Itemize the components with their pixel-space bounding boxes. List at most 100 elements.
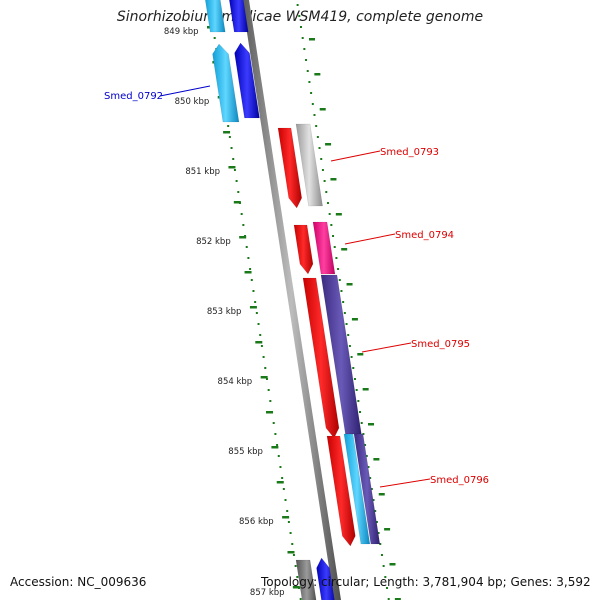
gene-feature-smed-0795-red: [302, 277, 340, 439]
tick-mark-left: [233, 201, 241, 204]
guide-dot-left: [252, 290, 255, 292]
guide-dot-left: [254, 301, 257, 303]
gene-label-smed-0793: Smed_0793: [380, 147, 439, 158]
guide-dot-left: [228, 136, 231, 138]
guide-dot-left: [289, 532, 292, 534]
tick-mark-right: [308, 38, 315, 41]
guide-dot-right: [355, 389, 358, 391]
guide-dot-left: [274, 433, 277, 435]
kbp-label: 851 kbp: [185, 167, 220, 177]
guide-dot-right: [311, 103, 314, 105]
guide-dot-right: [382, 565, 385, 567]
guide-dot-right: [335, 257, 338, 259]
tick-mark-left: [271, 446, 279, 449]
guide-dot-left: [259, 334, 262, 336]
guide-dot-right: [379, 543, 382, 545]
tick-mark-left: [255, 341, 263, 344]
guide-dot-right: [362, 433, 365, 435]
guide-dot-right: [333, 246, 336, 248]
guide-dot-right: [386, 587, 389, 589]
guide-dot-left: [242, 224, 245, 226]
guide-dot-right: [313, 114, 316, 116]
tick-mark-right: [357, 353, 364, 356]
tick-mark-right: [394, 598, 401, 600]
guide-dot-right: [305, 59, 308, 61]
gene-label-smed-0792: Smed_0792: [104, 91, 163, 102]
gene-feature-smed-0793-gray: [295, 123, 323, 207]
guide-dot-left: [255, 312, 258, 314]
guide-dot-right: [328, 213, 331, 215]
guide-dot-left: [237, 191, 240, 193]
guide-dot-right: [364, 444, 367, 446]
tick-mark-left: [249, 306, 257, 309]
guide-dot-left: [272, 422, 275, 424]
guide-dot-right: [372, 499, 375, 501]
guide-dot-right: [369, 477, 372, 479]
kbp-tick-marks: [206, 26, 401, 600]
leader-line: [379, 478, 431, 488]
gene-feature-smed-0796-purple: [353, 433, 381, 545]
gene-features: [205, 0, 381, 600]
tick-mark-left: [260, 376, 268, 379]
tick-mark-right: [384, 528, 391, 531]
guide-dot-right: [325, 191, 328, 193]
kbp-label: 852 kbp: [196, 237, 231, 247]
kbp-label: 854 kbp: [218, 377, 253, 387]
guide-dot-left: [257, 323, 260, 325]
tick-mark-left: [266, 411, 274, 414]
tick-mark-right: [335, 213, 342, 216]
guide-dot-left: [276, 444, 279, 446]
gene-feature-smed-0794-red: [293, 224, 314, 275]
tick-mark-right: [346, 283, 353, 286]
guide-dot-left: [240, 213, 243, 215]
gene-feature-smed-0794-magenta: [312, 221, 336, 275]
leader-line: [330, 150, 381, 162]
kbp-label: 849 kbp: [164, 27, 199, 37]
tick-mark-right: [362, 388, 369, 391]
guide-dot-right: [380, 554, 383, 556]
kbp-label: 850 kbp: [175, 97, 210, 107]
tick-mark-right: [325, 143, 332, 146]
gene-label-smed-0795: Smed_0795: [411, 339, 470, 350]
guide-dot-left: [245, 246, 248, 248]
guide-dot-left: [260, 345, 263, 347]
guide-dot-left: [292, 554, 295, 556]
guide-dot-right: [345, 323, 348, 325]
guide-dot-left: [286, 510, 289, 512]
guide-dot-left: [249, 268, 252, 270]
guide-dot-right: [367, 466, 370, 468]
tick-mark-left: [292, 586, 300, 589]
guide-dot-right: [343, 312, 346, 314]
guide-dot-right: [298, 15, 301, 17]
tick-mark-left: [287, 551, 295, 554]
guide-dot-right: [340, 290, 343, 292]
guide-dot-left: [264, 367, 267, 369]
guide-dot-right: [348, 345, 351, 347]
gene-feature-smed-0792-cyan: [212, 43, 240, 123]
guide-dot-right: [387, 598, 390, 600]
kbp-label: 853 kbp: [207, 307, 242, 317]
tick-mark-left: [223, 131, 231, 134]
guide-dot-left: [262, 356, 265, 358]
genome-backbone: [242, 0, 341, 600]
gene-label-smed-0794: Smed_0794: [395, 230, 454, 241]
guide-dot-right: [350, 356, 353, 358]
gene-feature-smed-0792-blue: [234, 42, 260, 119]
guide-dot-left: [279, 466, 282, 468]
guide-dot-right: [353, 378, 356, 380]
guide-dot-right: [330, 224, 333, 226]
guide-dot-right: [374, 510, 377, 512]
guide-dot-right: [301, 37, 304, 39]
guide-dot-right: [321, 169, 324, 171]
guide-dot-right: [299, 26, 302, 28]
tick-mark-left: [282, 516, 290, 519]
guide-dot-right: [384, 576, 387, 578]
kbp-labels: 849 kbp 850 kbp 851 kbp 852 kbp 853 kbp 854 k…: [164, 27, 285, 598]
guide-dot-right: [323, 180, 326, 182]
guide-dot-right: [352, 367, 355, 369]
kbp-label: 857 kbp: [250, 588, 285, 598]
guide-dot-left: [230, 147, 233, 149]
leader-line: [361, 342, 412, 353]
gene-feature-blue-bottom: [316, 557, 335, 600]
guide-dot-right: [360, 422, 363, 424]
